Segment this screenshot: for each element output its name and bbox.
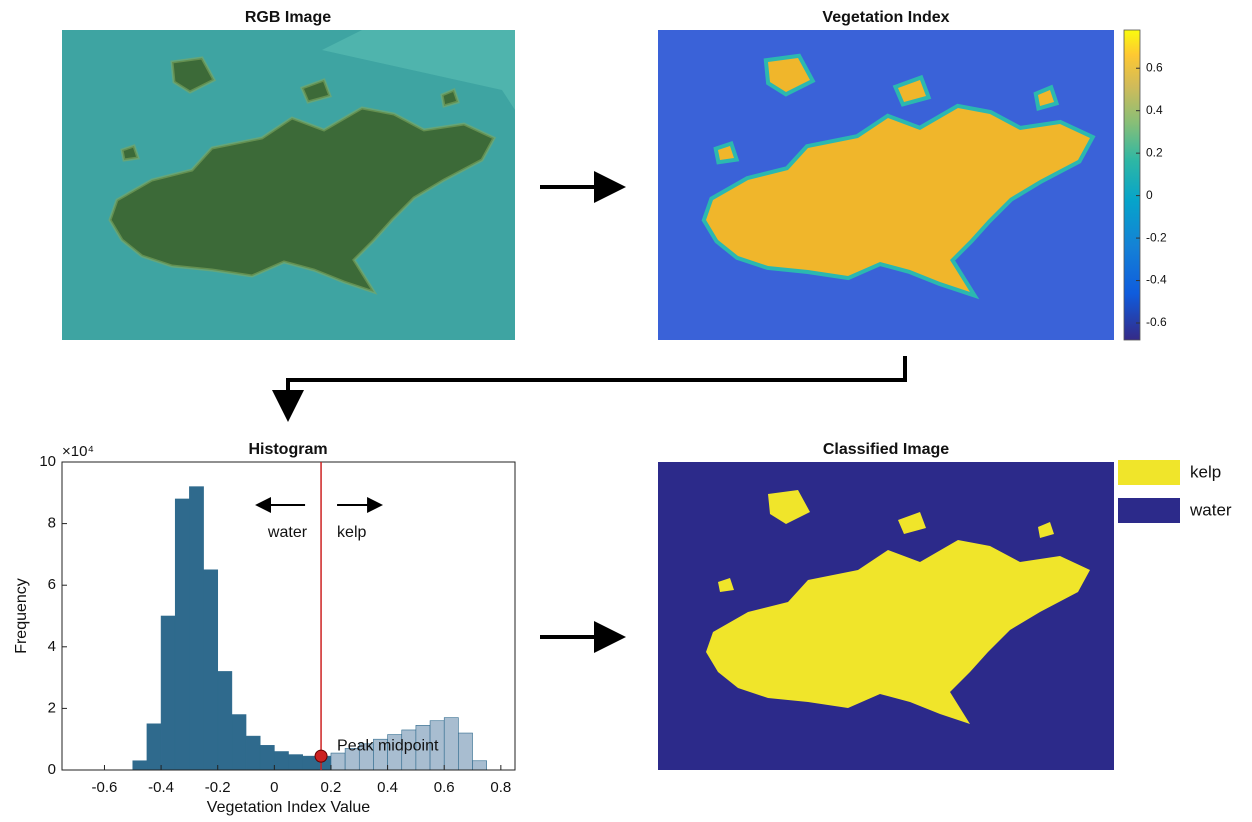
right-label: kelp bbox=[337, 524, 366, 541]
x-axis-label: Vegetation Index Value bbox=[207, 799, 370, 816]
y-scale-label: ×10⁴ bbox=[62, 443, 94, 460]
histogram-bar bbox=[444, 718, 458, 770]
colorbar-tick-label: 0.4 bbox=[1146, 103, 1163, 117]
histogram-bar bbox=[133, 761, 147, 770]
histogram-bar bbox=[147, 724, 161, 770]
chart-title: Histogram bbox=[248, 441, 327, 458]
histogram-bar bbox=[260, 745, 274, 770]
y-tick-label: 2 bbox=[48, 699, 56, 716]
colorbar-tick-label: 0 bbox=[1146, 188, 1153, 202]
page: RGB Image Vegetation Index Classified Im… bbox=[0, 0, 1252, 822]
histogram-bar bbox=[161, 616, 175, 770]
y-axis-label: Frequency bbox=[13, 578, 30, 654]
panel-title: Vegetation Index bbox=[822, 9, 949, 26]
y-tick-label: 4 bbox=[48, 638, 56, 655]
colorbar-tick-label: -0.4 bbox=[1146, 273, 1167, 287]
histogram-bar bbox=[303, 756, 317, 770]
histogram-bar bbox=[246, 736, 260, 770]
histogram-bar bbox=[204, 570, 218, 770]
legend-swatch bbox=[1118, 460, 1180, 485]
vegetation-image bbox=[658, 30, 1114, 340]
panel-title: Classified Image bbox=[823, 441, 949, 458]
histogram-bar bbox=[274, 752, 288, 770]
rgb-image bbox=[62, 30, 515, 340]
colorbar-tick-label: -0.6 bbox=[1146, 315, 1167, 329]
histogram-bar bbox=[331, 753, 345, 770]
x-tick-label: 0 bbox=[270, 779, 278, 796]
y-tick-label: 10 bbox=[39, 453, 56, 470]
colorbar-tick-label: -0.2 bbox=[1146, 230, 1167, 244]
histogram-bar bbox=[473, 761, 487, 770]
x-tick-label: -0.4 bbox=[148, 779, 174, 796]
legend-label: water bbox=[1189, 500, 1232, 519]
colorbar-tick-label: 0.6 bbox=[1146, 60, 1163, 74]
x-tick-label: 0.6 bbox=[434, 779, 455, 796]
panel-title: RGB Image bbox=[245, 9, 331, 26]
histogram-bar bbox=[289, 755, 303, 770]
y-tick-label: 6 bbox=[48, 576, 56, 593]
colorbar-tick-label: 0.2 bbox=[1146, 145, 1163, 159]
x-tick-label: 0.4 bbox=[377, 779, 398, 796]
classified-image bbox=[658, 462, 1114, 770]
histogram-bar bbox=[189, 487, 203, 770]
x-tick-label: 0.8 bbox=[490, 779, 511, 796]
y-tick-label: 0 bbox=[48, 761, 56, 778]
threshold-point bbox=[315, 750, 327, 762]
histogram-bar bbox=[218, 671, 232, 770]
histogram-bar bbox=[458, 733, 472, 770]
x-tick-label: -0.6 bbox=[92, 779, 118, 796]
colorbar bbox=[1124, 30, 1140, 340]
left-label: water bbox=[267, 524, 308, 541]
histogram-bar bbox=[175, 499, 189, 770]
x-tick-label: 0.2 bbox=[321, 779, 342, 796]
legend-label: kelp bbox=[1190, 462, 1221, 481]
histogram-bar bbox=[232, 715, 246, 770]
legend-swatch bbox=[1118, 498, 1180, 523]
figure: RGB Image Vegetation Index Classified Im… bbox=[0, 0, 1252, 822]
threshold-label: Peak midpoint bbox=[337, 737, 439, 754]
x-tick-label: -0.2 bbox=[205, 779, 231, 796]
y-tick-label: 8 bbox=[48, 515, 56, 532]
